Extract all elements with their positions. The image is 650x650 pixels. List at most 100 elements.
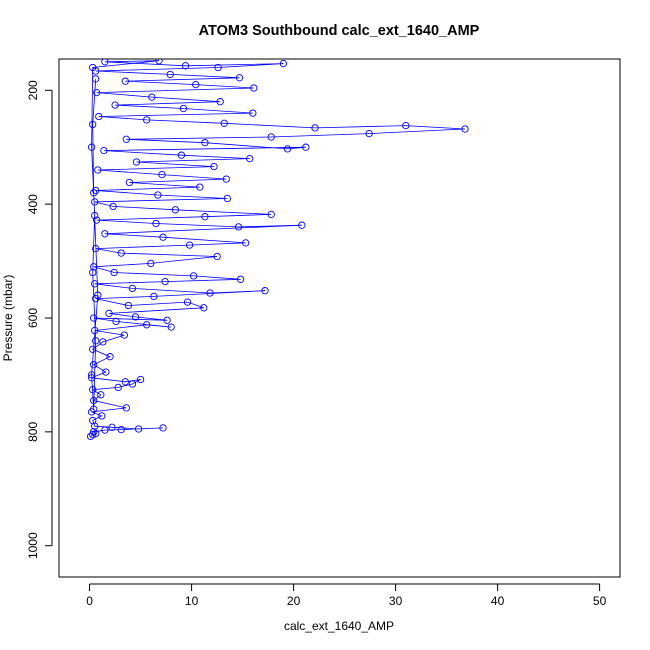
- data-point: [267, 133, 275, 141]
- x-tick-label: 30: [389, 594, 403, 608]
- data-point: [242, 239, 250, 247]
- data-point: [92, 186, 100, 195]
- y-tick-label: 400: [26, 194, 40, 214]
- data-point: [461, 125, 469, 133]
- data-point: [94, 291, 102, 299]
- data-point: [163, 316, 171, 324]
- data-point: [236, 275, 245, 283]
- data-point: [143, 116, 151, 124]
- data-point: [121, 378, 129, 386]
- data-point: [90, 396, 98, 405]
- y-tick-label: 800: [26, 422, 40, 442]
- data-point: [154, 191, 162, 199]
- data-point: [89, 416, 97, 425]
- y-axis: 200 400 600 800 1000: [26, 80, 53, 559]
- data-point: [101, 59, 109, 66]
- data-point: [110, 268, 118, 277]
- data-point: [93, 88, 101, 97]
- data-point: [87, 374, 96, 382]
- x-axis-label: calc_ext_1640_AMP: [284, 619, 394, 633]
- data-point: [283, 145, 292, 153]
- data-point: [402, 121, 410, 130]
- data-point: [90, 263, 98, 271]
- data-point: [181, 62, 190, 70]
- data-point: [89, 345, 97, 353]
- data-point: [90, 189, 98, 197]
- y-tick-label: 1000: [26, 532, 40, 559]
- data-point: [100, 146, 108, 155]
- data-point: [92, 75, 100, 83]
- data-point: [99, 338, 107, 346]
- data-point: [249, 109, 257, 117]
- data-point: [95, 112, 103, 121]
- data-point: [122, 135, 130, 143]
- data-point: [189, 272, 198, 280]
- data-point: [92, 337, 100, 345]
- data-point: [132, 158, 141, 166]
- series-line: [90, 60, 466, 437]
- data-point: [121, 77, 129, 85]
- chart-title: ATOM3 Southbound calc_ext_1640_AMP: [199, 23, 480, 39]
- data-point: [152, 219, 160, 228]
- data-point: [143, 321, 151, 329]
- data-point: [87, 371, 96, 379]
- data-point: [171, 206, 179, 214]
- data-point: [214, 63, 222, 72]
- x-tick-label: 20: [287, 594, 301, 608]
- data-point: [159, 424, 167, 432]
- data-point: [311, 124, 319, 132]
- x-tick-label: 10: [185, 594, 199, 608]
- data-point: [196, 183, 204, 191]
- data-point: [234, 223, 243, 231]
- data-point: [89, 386, 97, 394]
- data-point: [87, 143, 96, 151]
- data-point: [92, 244, 100, 253]
- data-point: [161, 277, 169, 286]
- data-point: [91, 211, 99, 220]
- data-point: [117, 249, 125, 257]
- data-point: [124, 301, 133, 310]
- data-point: [158, 170, 166, 179]
- y-tick-label: 200: [26, 80, 40, 100]
- data-point: [128, 380, 137, 388]
- data-point: [298, 221, 306, 229]
- data-point: [90, 361, 98, 369]
- data-point: [91, 280, 99, 288]
- data-point: [235, 74, 244, 82]
- data-point: [90, 405, 98, 413]
- data-point: [128, 284, 137, 293]
- data-point: [122, 404, 130, 412]
- data-point: [216, 98, 224, 106]
- data-point: [183, 298, 192, 306]
- data-point: [246, 154, 254, 163]
- data-point: [200, 304, 208, 312]
- data-point: [105, 309, 113, 318]
- data-point: [261, 287, 269, 295]
- data-point: [106, 353, 114, 361]
- data-point: [111, 101, 119, 109]
- data-point: [112, 317, 120, 326]
- data-point: [147, 259, 155, 268]
- x-tick-label: 50: [593, 594, 607, 608]
- data-point: [302, 143, 310, 151]
- data-point: [91, 326, 99, 335]
- data-point: [192, 80, 200, 89]
- data-point: [97, 391, 105, 399]
- data-point: [185, 241, 194, 249]
- data-point: [279, 59, 288, 68]
- data-layer: [86, 59, 469, 441]
- data-point: [102, 368, 110, 376]
- data-point: [108, 423, 116, 431]
- data-point: [90, 314, 98, 322]
- data-point: [150, 292, 158, 301]
- x-axis: 0 10 20 30 40 50: [86, 583, 607, 608]
- data-point: [222, 175, 230, 183]
- data-point: [206, 289, 214, 297]
- data-point: [250, 84, 258, 92]
- data-point: [93, 216, 101, 224]
- plot-frame: [58, 58, 621, 578]
- data-point: [220, 119, 228, 127]
- data-point: [201, 213, 209, 221]
- data-point: [131, 313, 140, 321]
